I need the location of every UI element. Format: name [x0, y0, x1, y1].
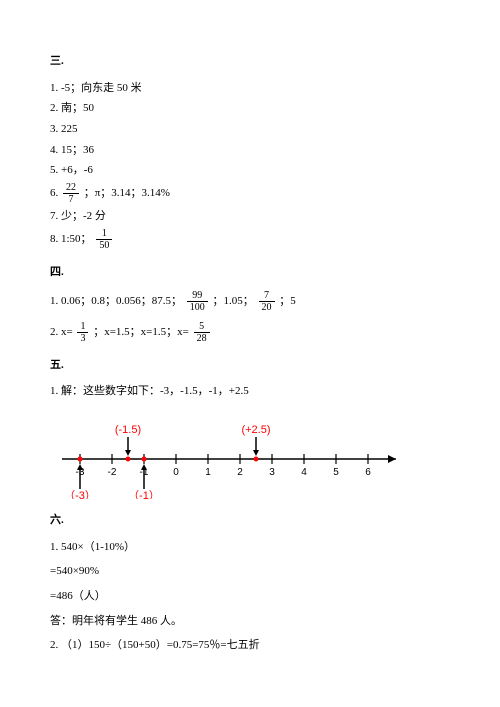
- s6-l1: 1. 540×（1-10%）: [50, 538, 450, 557]
- s4-a1: 1. 0.06；0.8；0.056；87.5； 99100 ；1.05； 720…: [50, 290, 450, 313]
- s4-a2-pre: 2. x=: [50, 326, 75, 338]
- svg-text:4: 4: [301, 467, 307, 478]
- section-4-title: 四.: [50, 263, 450, 282]
- svg-text:(+2.5): (+2.5): [241, 424, 270, 436]
- s4-a1-pre: 1. 0.06；0.8；0.056；87.5；: [50, 295, 182, 307]
- frac-den: 50: [96, 240, 112, 251]
- svg-text:6: 6: [365, 467, 371, 478]
- s6-l5: 2. （1）150÷（150+50）=0.75=75％=七五折: [50, 636, 450, 655]
- s3-a6-pre: 6.: [50, 187, 61, 199]
- s3-a1: 1. -5；向东走 50 米: [50, 79, 450, 98]
- fraction: 99100: [187, 290, 208, 313]
- frac-num: 1: [96, 228, 112, 240]
- frac-den: 28: [194, 333, 210, 344]
- section-3-title: 三.: [50, 52, 450, 71]
- svg-text:-2: -2: [108, 467, 117, 478]
- section-6-title: 六.: [50, 511, 450, 530]
- s3-a3: 3. 225: [50, 120, 450, 139]
- frac-num: 22: [63, 182, 79, 194]
- s4-a1-post: ；5: [279, 295, 296, 307]
- s4-a2-mid: ；x=1.5；x=1.5；x=: [93, 326, 191, 338]
- s3-a4: 4. 15；36: [50, 141, 450, 160]
- frac-num: 1: [77, 321, 88, 333]
- s4-a1-m1: ；1.05；: [213, 295, 254, 307]
- svg-text:0: 0: [173, 467, 179, 478]
- s3-a5: 5. +6，-6: [50, 161, 450, 180]
- frac-den: 3: [77, 333, 88, 344]
- section-5-title: 五.: [50, 356, 450, 375]
- fraction: 227: [63, 182, 79, 205]
- s4-a2: 2. x= 13 ；x=1.5；x=1.5；x= 528: [50, 321, 450, 344]
- fraction: 720: [259, 290, 275, 313]
- fraction: 150: [96, 228, 112, 251]
- svg-text:(-1.5): (-1.5): [115, 424, 141, 436]
- s6-l2: =540×90%: [50, 562, 450, 581]
- fraction: 13: [77, 321, 88, 344]
- fraction: 528: [194, 321, 210, 344]
- frac-den: 7: [63, 194, 79, 205]
- s3-a8-pre: 8. 1:50；: [50, 233, 92, 245]
- svg-text:5: 5: [333, 467, 339, 478]
- s3-a7: 7. 少；-2 分: [50, 207, 450, 226]
- frac-num: 99: [187, 290, 208, 302]
- s3-a8: 8. 1:50； 150: [50, 228, 450, 251]
- s6-l4: 答：明年将有学生 486 人。: [50, 612, 450, 631]
- svg-text:（-1）: （-1）: [128, 489, 160, 499]
- frac-den: 100: [187, 302, 208, 313]
- svg-text:2: 2: [237, 467, 243, 478]
- s3-a2: 2. 南；50: [50, 99, 450, 118]
- frac-den: 20: [259, 302, 275, 313]
- s3-a6-post: ；π；3.14；3.14%: [84, 187, 170, 199]
- svg-text:（-3）: （-3）: [64, 489, 96, 499]
- s6-l3: =486（人）: [50, 587, 450, 606]
- number-line-diagram: -3-2-10123456(-1.5)(+2.5)（-3）（-1）: [50, 409, 430, 499]
- s5-a1: 1. 解：这些数字如下：-3，-1.5，-1，+2.5: [50, 382, 450, 401]
- svg-text:1: 1: [205, 467, 211, 478]
- s3-a6: 6. 227 ；π；3.14；3.14%: [50, 182, 450, 205]
- svg-text:3: 3: [269, 467, 275, 478]
- frac-num: 7: [259, 290, 275, 302]
- frac-num: 5: [194, 321, 210, 333]
